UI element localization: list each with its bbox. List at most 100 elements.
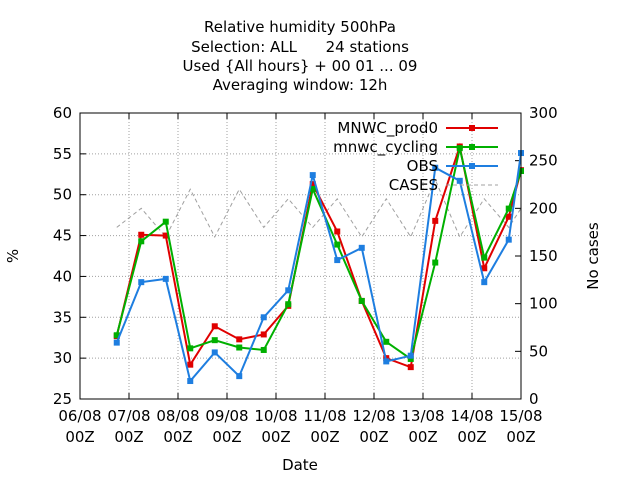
data-point-obs	[138, 279, 145, 286]
data-point-mnwc-prod0	[309, 181, 316, 188]
series-line-obs	[115, 152, 522, 384]
data-point-mnwc-prod0	[260, 331, 267, 338]
series-line-cases	[116, 178, 522, 239]
data-point-mnwc-cycling	[383, 338, 390, 345]
x-tick-label-hour: 00Z	[457, 428, 486, 446]
data-point-mnwc-cycling	[162, 218, 169, 225]
legend-marker-obs	[469, 163, 475, 169]
y-tick-label: 35	[53, 308, 72, 326]
data-point-mnwc-prod0	[187, 361, 194, 368]
data-point-obs	[481, 279, 488, 286]
legend-marker-mnwc-cycling	[469, 144, 475, 150]
y-tick-label: 45	[53, 227, 72, 245]
y-tick-label: 40	[53, 267, 72, 285]
data-point-obs	[236, 373, 243, 380]
data-point-mnwc-cycling	[481, 254, 488, 261]
data-point-mnwc-cycling	[358, 297, 365, 304]
data-point-mnwc-cycling	[285, 301, 292, 308]
data-point-mnwc-cycling	[260, 346, 267, 353]
data-point-mnwc-cycling	[309, 185, 316, 192]
x-tick-label-date: 13/08	[401, 407, 444, 425]
x-tick-label-hour: 00Z	[163, 428, 192, 446]
y2-tick-label: 300	[529, 104, 558, 122]
data-point-mnwc-cycling	[334, 241, 341, 248]
y-axis-label: %	[4, 249, 22, 263]
y-tick-label: 50	[53, 186, 72, 204]
plot-border	[79, 112, 522, 400]
data-point-mnwc-prod0	[407, 364, 414, 371]
data-point-mnwc-prod0	[432, 217, 439, 224]
data-point-mnwc-cycling	[113, 332, 120, 339]
x-tick-label-date: 09/08	[205, 407, 248, 425]
data-point-obs	[211, 349, 218, 356]
chart-title-line-3: Used {All hours} + 00 01 ... 09	[183, 57, 418, 75]
data-point-mnwc-prod0	[138, 231, 145, 238]
data-point-obs	[285, 287, 292, 294]
data-point-mnwc-cycling	[407, 355, 414, 362]
data-point-obs	[456, 177, 463, 184]
data-point-mnwc-prod0	[162, 232, 169, 239]
data-point-mnwc-prod0	[334, 228, 341, 235]
data-point-mnwc-cycling	[138, 238, 145, 245]
plot-area: 06/08 00Z 07/08 00Z 08/08 00Z 09/08 00Z 10/08 00Z…	[53, 104, 558, 446]
x-tick-label-hour: 00Z	[114, 428, 143, 446]
y-tick-label: 55	[53, 145, 72, 163]
y-tick-label: 60	[53, 104, 72, 122]
data-point-mnwc-cycling	[505, 205, 512, 212]
x-tick-label-hour: 00Z	[408, 428, 437, 446]
y2-axis-label: No cases	[584, 222, 602, 290]
y2-tick-label: 150	[529, 247, 558, 265]
legend-label-obs: OBS	[407, 157, 438, 175]
data-point-mnwc-cycling	[432, 259, 439, 266]
data-point-mnwc-prod0	[505, 213, 512, 220]
y-tick-label: 25	[53, 390, 72, 408]
y2-tick-label: 50	[529, 342, 548, 360]
data-point-obs	[260, 314, 267, 321]
data-point-mnwc-cycling	[456, 145, 463, 152]
data-point-obs	[162, 275, 169, 282]
legend-label-cases: CASES	[389, 176, 438, 194]
data-point-mnwc-prod0	[236, 336, 243, 343]
x-tick-label-hour: 00Z	[359, 428, 388, 446]
data-point-obs	[505, 236, 512, 243]
data-point-obs	[113, 339, 120, 346]
y2-tick-label: 200	[529, 199, 558, 217]
x-tick-label-date: 07/08	[107, 407, 150, 425]
y2-tick-label: 0	[529, 390, 539, 408]
x-tick-label-date: 14/08	[450, 407, 493, 425]
data-point-mnwc-cycling	[211, 337, 218, 344]
legend-label-mnwc-prod0: MNWC_prod0	[337, 119, 438, 138]
x-tick-label-hour: 00Z	[65, 428, 94, 446]
x-tick-label-date: 10/08	[254, 407, 297, 425]
x-tick-label-date: 11/08	[303, 407, 346, 425]
data-point-obs	[407, 352, 414, 359]
data-point-mnwc-prod0	[211, 323, 218, 330]
data-point-mnwc-cycling	[187, 345, 194, 352]
y2-tick-label: 100	[529, 295, 558, 313]
x-tick-label-date: 15/08	[499, 407, 542, 425]
chart-title-line-1: Relative humidity 500hPa	[204, 18, 396, 36]
x-tick-label-date: 12/08	[352, 407, 395, 425]
x-axis-label: Date	[282, 456, 318, 474]
x-tick-label-date: 06/08	[58, 407, 101, 425]
data-point-obs	[309, 172, 316, 179]
data-point-obs	[383, 358, 390, 365]
y2-tick-label: 250	[529, 152, 558, 170]
chart-title-line-2: Selection: ALL 24 stations	[191, 38, 409, 56]
x-tick-label-hour: 00Z	[261, 428, 290, 446]
chart-title-line-4: Averaging window: 12h	[213, 76, 388, 94]
data-point-mnwc-cycling	[236, 344, 243, 351]
y-tick-label: 30	[53, 349, 72, 367]
legend-label-mnwc-cycling: mnwc_cycling	[333, 138, 438, 157]
data-point-obs	[334, 257, 341, 264]
legend-marker-mnwc-prod0	[469, 125, 475, 131]
x-tick-label-hour: 00Z	[212, 428, 241, 446]
data-point-obs	[187, 378, 194, 385]
x-tick-label-date: 08/08	[156, 407, 199, 425]
data-point-obs	[432, 164, 439, 171]
data-point-mnwc-prod0	[481, 265, 488, 272]
data-point-obs	[358, 244, 365, 251]
x-tick-label-hour: 00Z	[506, 428, 535, 446]
